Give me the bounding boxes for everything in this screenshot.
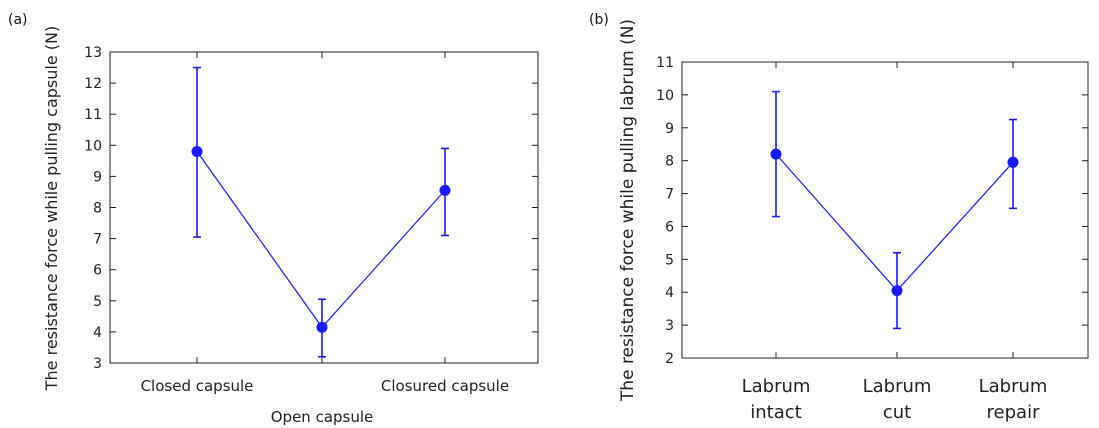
- y-tick-label: 8: [93, 201, 102, 217]
- data-point: [1007, 156, 1019, 168]
- y-axis-title: The resistance force while pulling capsu…: [42, 26, 61, 391]
- y-tick-label: 4: [665, 285, 674, 301]
- y-tick-label: 5: [93, 294, 102, 310]
- y-tick-label: 11: [84, 107, 102, 123]
- x-category-label: cut: [883, 402, 911, 423]
- y-tick-label: 9: [93, 169, 102, 185]
- data-point: [891, 285, 903, 297]
- data-point: [191, 146, 203, 158]
- series-line: [775, 153, 1014, 292]
- x-category-label: Labrum: [742, 376, 811, 397]
- y-tick-label: 12: [84, 76, 102, 92]
- x-category-label: Labrum: [863, 376, 932, 397]
- y-tick-label: 6: [665, 219, 674, 235]
- chart-panel-1: (a) 3 4 5 6 7 8 9 10 11 12 13 Closed capsule Open cap…: [8, 12, 539, 426]
- panel-label: (a): [8, 12, 28, 28]
- x-category-label: Labrum: [979, 376, 1048, 397]
- y-tick-label: 6: [93, 263, 102, 279]
- y-axis-title: The resistance force while pulling labru…: [618, 19, 638, 402]
- x-category-label: repair: [987, 402, 1041, 423]
- y-tick-label: 8: [665, 154, 674, 170]
- series-line: [196, 151, 446, 329]
- y-tick-label: 10: [84, 138, 102, 154]
- x-category-label: Open capsule: [271, 408, 374, 426]
- y-tick-label: 5: [665, 252, 674, 268]
- x-category-label: Closed capsule: [141, 377, 254, 395]
- panel-label: (b): [589, 12, 609, 28]
- y-tick-label: 3: [93, 356, 102, 372]
- y-tick-label: 11: [656, 55, 674, 71]
- plot-frame: [109, 51, 539, 364]
- data-point: [316, 321, 328, 333]
- x-category-label: intact: [750, 402, 801, 423]
- plot-frame: [681, 61, 1089, 359]
- y-tick-label: 9: [665, 121, 674, 137]
- y-tick-label: 7: [93, 232, 102, 248]
- y-tick-label: 10: [656, 88, 674, 104]
- y-tick-label: 7: [665, 187, 674, 203]
- data-point: [770, 148, 782, 160]
- y-tick-label: 3: [665, 318, 674, 334]
- data-point: [439, 184, 451, 196]
- y-tick-label: 13: [84, 45, 102, 61]
- y-tick-label: 4: [93, 325, 102, 341]
- y-tick-label: 2: [665, 351, 674, 367]
- x-category-label: Closured capsule: [381, 377, 509, 395]
- chart-panel-2: (b) 2 3 4 5 6 7 8 9 10 11 Labrum intact Labrum cut Labr…: [589, 12, 1089, 423]
